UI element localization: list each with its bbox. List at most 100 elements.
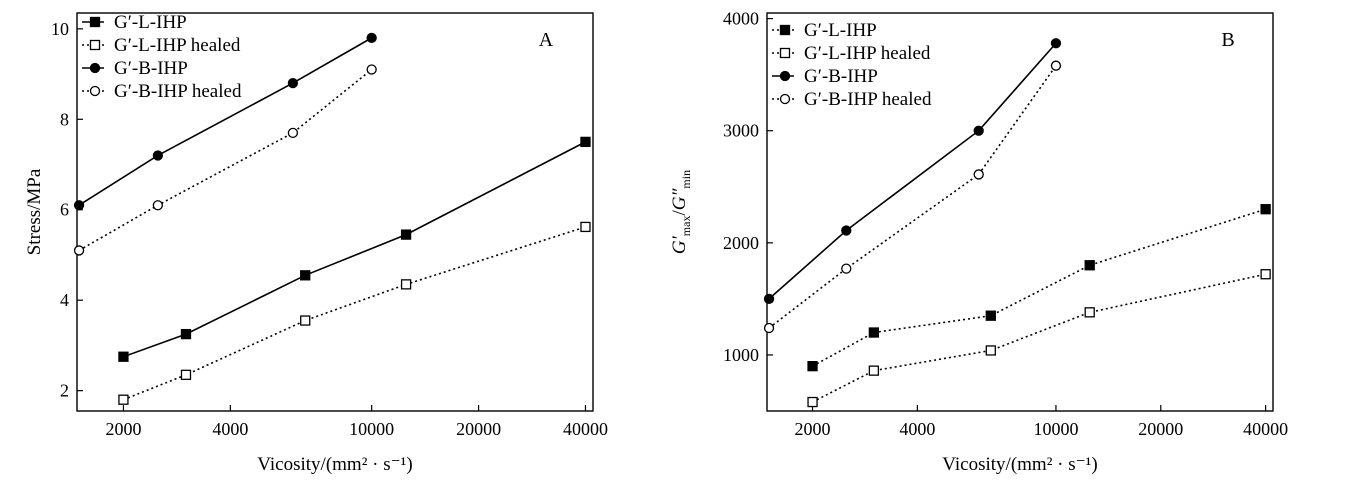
y-tick-label: 6 [60,200,69,220]
x-tick-label: 2000 [795,419,831,439]
legend-label: G′-B-IHP [114,58,188,79]
legend-label: G′-L-IHP healed [804,43,931,64]
legend-label: G′-B-IHP healed [114,81,242,102]
y-axis-label-slash: / [669,210,690,216]
data-point [300,315,311,326]
panel-label: A [539,29,554,51]
data-point [1084,260,1095,271]
series-3 [763,60,1062,334]
panel-label: B [1221,29,1234,51]
legend-label: G′-L-IHP [114,12,187,33]
chart-panel-b: 2000 4000 10000 20000 40000 1000 2000 3000 4000 V… [669,9,1288,475]
data-point [807,396,818,408]
x-tick-label: 4000 [899,419,935,439]
y-tick-label: 10 [51,19,69,39]
y-axis-label-numerator: G′ [669,235,690,254]
data-point [580,221,591,233]
legend-label: G′-B-IHP [804,66,878,87]
legend-marker [89,39,101,51]
y-tick-label: 4000 [723,9,759,29]
data-point [1260,204,1271,215]
y-axis-label: Stress/MPa [24,168,45,255]
data-point [1050,60,1062,71]
y-axis-label-denominator-sub: min [679,170,693,189]
data-point [287,127,299,139]
data-point [400,279,412,290]
x-tick-label: 20000 [456,419,501,439]
legend-marker [779,93,791,105]
x-tick-label: 4000 [212,419,248,439]
x-tick-label: 2000 [105,419,141,439]
y-tick-label: 4 [60,290,69,310]
data-point [1260,269,1271,280]
data-point [1050,38,1062,49]
series-line [768,65,1057,329]
data-point [868,365,880,376]
x-tick-label: 20000 [1138,419,1183,439]
plot-frame [766,12,1274,412]
legend-marker [89,62,101,74]
data-point [973,169,984,180]
series-0 [118,136,591,362]
series-line [78,37,373,206]
legend-marker [779,24,791,36]
data-point [73,200,85,211]
data-point [366,32,377,44]
y-tick-label: 8 [60,109,69,129]
legend-marker [89,85,101,97]
legend-label: G′-L-IHP [804,20,877,41]
data-point [73,245,85,256]
x-axis-label: Vicosity/(mm² · s⁻¹) [942,454,1097,475]
data-point [985,310,996,321]
x-tick-label: 10000 [1033,419,1078,439]
series-1 [807,269,1271,408]
x-tick-label: 10000 [349,419,394,439]
legend-marker [89,16,101,28]
y-tick-label: 3000 [723,121,759,141]
data-point [580,136,591,148]
chart-panel-a: 2000 4000 10000 20000 40000 2 4 6 8 10 Vicosity/(m… [24,12,608,475]
series-line [812,208,1266,367]
data-point [868,327,880,338]
data-point [807,361,818,372]
legend-label: G′-B-IHP healed [804,89,932,110]
y-tick-label: 1000 [723,345,759,365]
data-point [763,322,775,334]
series-1 [118,221,591,405]
data-point [180,328,192,340]
series-2 [763,38,1062,305]
data-point [118,351,129,362]
data-point [1084,307,1095,318]
data-point [180,369,192,380]
data-point [400,229,412,240]
series-line [123,226,586,401]
series-3 [73,64,377,256]
series-line [768,42,1057,300]
x-tick-label: 40000 [1243,419,1288,439]
series-0 [807,204,1271,372]
series-line [812,273,1266,403]
x-axis-label: Vicosity/(mm² · s⁻¹) [257,454,412,475]
y-axis-label-numerator-sub: max [679,216,693,237]
y-tick-label: 2 [60,381,69,401]
data-point [300,270,311,281]
data-point [287,77,299,89]
data-point [152,200,164,211]
data-point [841,225,852,236]
data-point [985,345,996,356]
data-point [118,394,129,405]
y-tick-label: 2000 [723,233,759,253]
series-2 [73,32,377,211]
y-axis-label-denominator: G″ [669,188,690,211]
data-point [841,263,852,274]
legend-marker [779,70,791,82]
plot-frame [76,12,594,412]
legend-marker [779,47,791,59]
x-tick-label: 40000 [563,419,608,439]
data-point [366,64,377,75]
data-point [152,150,164,161]
data-point [763,293,775,305]
